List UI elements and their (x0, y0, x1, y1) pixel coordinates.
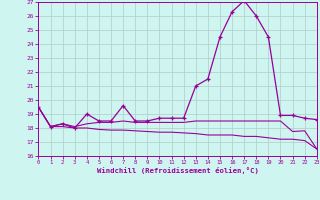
X-axis label: Windchill (Refroidissement éolien,°C): Windchill (Refroidissement éolien,°C) (97, 167, 259, 174)
